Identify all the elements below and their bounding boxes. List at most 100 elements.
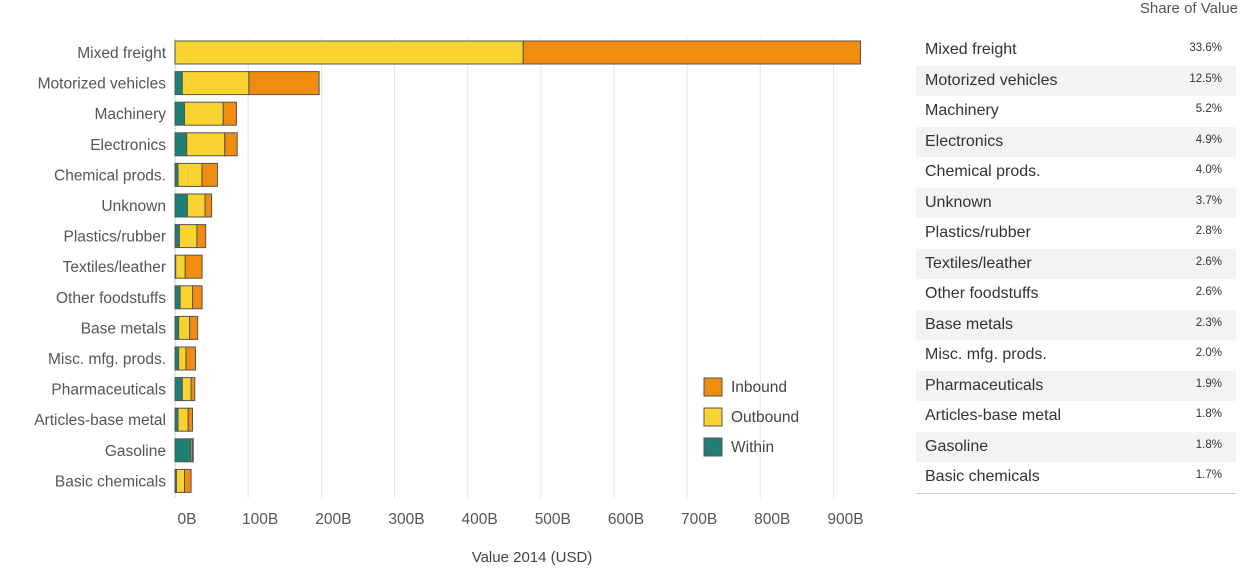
category-labels: Mixed freight Motorized vehicles Machinery… bbox=[34, 45, 166, 490]
bar-segment-outbound[interactable] bbox=[184, 101, 224, 126]
share-row-name: Base metals bbox=[925, 315, 1014, 333]
bar-segment-outbound[interactable] bbox=[178, 315, 191, 340]
bar-segment-outbound[interactable] bbox=[174, 40, 524, 65]
share-row-value: 2.8% bbox=[1195, 225, 1222, 237]
category-label: Unknown bbox=[101, 198, 166, 215]
share-row: Machinery 5.2% bbox=[916, 96, 1236, 127]
bar-segment-inbound[interactable] bbox=[184, 254, 203, 279]
x-tick-label: 900B bbox=[827, 511, 863, 528]
share-row: Motorized vehicles 12.5% bbox=[916, 65, 1236, 96]
share-row-name: Pharmaceuticals bbox=[925, 376, 1044, 394]
bar-segment-outbound[interactable] bbox=[181, 377, 192, 402]
share-row-name: Textiles/leather bbox=[925, 254, 1032, 272]
share-row-name: Articles-base metal bbox=[925, 407, 1062, 425]
x-tick-label: 800B bbox=[754, 511, 790, 528]
bar-segment-inbound[interactable] bbox=[185, 346, 196, 371]
category-label: Base metals bbox=[81, 320, 167, 337]
bar-segment-inbound[interactable] bbox=[222, 101, 237, 126]
share-row-value: 1.8% bbox=[1195, 438, 1222, 451]
legend-label-outbound[interactable]: Outbound bbox=[731, 409, 799, 426]
bar-segment-inbound[interactable] bbox=[201, 162, 218, 187]
share-of-value-table: Mixed freight 33.6% Motorized vehicles 12.5… bbox=[916, 35, 1236, 494]
bar-segment-within[interactable] bbox=[174, 224, 180, 249]
bar-segment-outbound[interactable] bbox=[186, 193, 206, 218]
x-tick-label: 200B bbox=[315, 511, 351, 528]
x-axis-title: Value 2014 (USD) bbox=[472, 549, 593, 566]
share-row: Other foodstuffs 2.6% bbox=[916, 279, 1236, 310]
bar-segment-inbound[interactable] bbox=[224, 132, 238, 157]
share-row: Plastics/rubber 2.8% bbox=[916, 218, 1236, 249]
legend-label-inbound[interactable]: Inbound bbox=[731, 379, 787, 396]
category-label: Gasoline bbox=[105, 443, 166, 460]
share-row-value: 3.7% bbox=[1195, 194, 1222, 207]
category-label: Machinery bbox=[95, 106, 167, 123]
category-label: Plastics/rubber bbox=[63, 229, 166, 246]
bar-segment-within[interactable] bbox=[174, 315, 180, 340]
bar-segment-within[interactable] bbox=[174, 193, 188, 218]
share-row-name: Unknown bbox=[925, 193, 992, 211]
x-tick-label: 100B bbox=[242, 511, 278, 528]
category-label: Motorized vehicles bbox=[38, 76, 167, 93]
share-row-name: Mixed freight bbox=[925, 41, 1017, 59]
share-row: Chemical prods. 4.0% bbox=[916, 157, 1236, 188]
bar-segment-within[interactable] bbox=[174, 346, 180, 371]
bar-segment-inbound[interactable] bbox=[248, 71, 320, 96]
share-row: Unknown 3.7% bbox=[916, 187, 1236, 218]
stacked-bar-chart: Mixed freight Motorized vehicles Machinery… bbox=[34, 38, 864, 566]
legend-swatch-inbound[interactable] bbox=[703, 377, 723, 397]
bar-segment-outbound[interactable] bbox=[177, 162, 203, 187]
x-tick-label: 600B bbox=[608, 511, 644, 528]
share-row: Base metals 2.3% bbox=[916, 309, 1236, 340]
share-row: Pharmaceuticals 1.9% bbox=[916, 370, 1236, 401]
share-row-name: Basic chemicals bbox=[925, 468, 1040, 486]
bar-segment-inbound[interactable] bbox=[196, 224, 207, 249]
bar-segment-inbound[interactable] bbox=[204, 193, 213, 218]
bar-segment-outbound[interactable] bbox=[178, 224, 198, 249]
category-label: Electronics bbox=[90, 137, 166, 154]
share-row-name: Machinery bbox=[925, 102, 999, 120]
category-label: Pharmaceuticals bbox=[51, 382, 166, 399]
share-row-value: 2.0% bbox=[1195, 347, 1222, 359]
share-row-value: 2.6% bbox=[1195, 255, 1222, 268]
share-row-value: 2.6% bbox=[1195, 286, 1222, 298]
bar-segment-inbound[interactable] bbox=[192, 285, 203, 310]
bar-segment-within[interactable] bbox=[174, 71, 183, 96]
share-row-name: Misc. mfg. prods. bbox=[925, 346, 1047, 364]
bar-segment-outbound[interactable] bbox=[175, 254, 186, 279]
share-row-name: Plastics/rubber bbox=[925, 224, 1031, 242]
bar-segment-inbound[interactable] bbox=[189, 315, 199, 340]
bar-segment-outbound[interactable] bbox=[177, 407, 189, 432]
bar-segment-inbound[interactable] bbox=[190, 377, 196, 402]
legend-swatch-outbound[interactable] bbox=[703, 407, 723, 427]
share-row-value: 4.0% bbox=[1195, 164, 1222, 176]
bar-segment-inbound[interactable] bbox=[192, 438, 194, 463]
share-row-value: 1.9% bbox=[1195, 377, 1222, 390]
share-row-name: Motorized vehicles bbox=[925, 71, 1058, 89]
share-row-value: 1.7% bbox=[1195, 469, 1222, 481]
bar-segment-within[interactable] bbox=[174, 285, 181, 310]
legend-swatch-within[interactable] bbox=[703, 437, 723, 457]
bar-segment-within[interactable] bbox=[174, 101, 186, 126]
legend-label-within[interactable]: Within bbox=[731, 439, 774, 456]
bar-segment-outbound[interactable] bbox=[186, 132, 226, 157]
bar-segment-within[interactable] bbox=[174, 132, 188, 157]
bar-segment-inbound[interactable] bbox=[184, 468, 192, 493]
share-row-value: 2.3% bbox=[1195, 316, 1222, 329]
bar-segment-within[interactable] bbox=[174, 377, 183, 402]
share-row-value: 4.9% bbox=[1195, 133, 1222, 146]
bars bbox=[174, 40, 862, 493]
legend[interactable]: Inbound Outbound Within bbox=[703, 377, 799, 457]
bar-segment-within[interactable] bbox=[174, 438, 192, 463]
bar-segment-outbound[interactable] bbox=[181, 71, 250, 96]
share-row: Textiles/leather 2.6% bbox=[916, 248, 1236, 279]
bar-segment-outbound[interactable] bbox=[179, 285, 194, 310]
bar-segment-inbound[interactable] bbox=[187, 407, 194, 432]
bar-segment-outbound[interactable] bbox=[175, 468, 186, 493]
x-tick-label: 700B bbox=[681, 511, 717, 528]
share-row-name: Electronics bbox=[925, 132, 1004, 150]
share-of-value-title: Share of Value bbox=[1139, 0, 1238, 17]
share-row-name: Gasoline bbox=[925, 437, 989, 455]
bar-segment-inbound[interactable] bbox=[522, 40, 862, 65]
bar-segment-outbound[interactable] bbox=[178, 346, 187, 371]
category-label: Misc. mfg. prods. bbox=[48, 351, 166, 368]
